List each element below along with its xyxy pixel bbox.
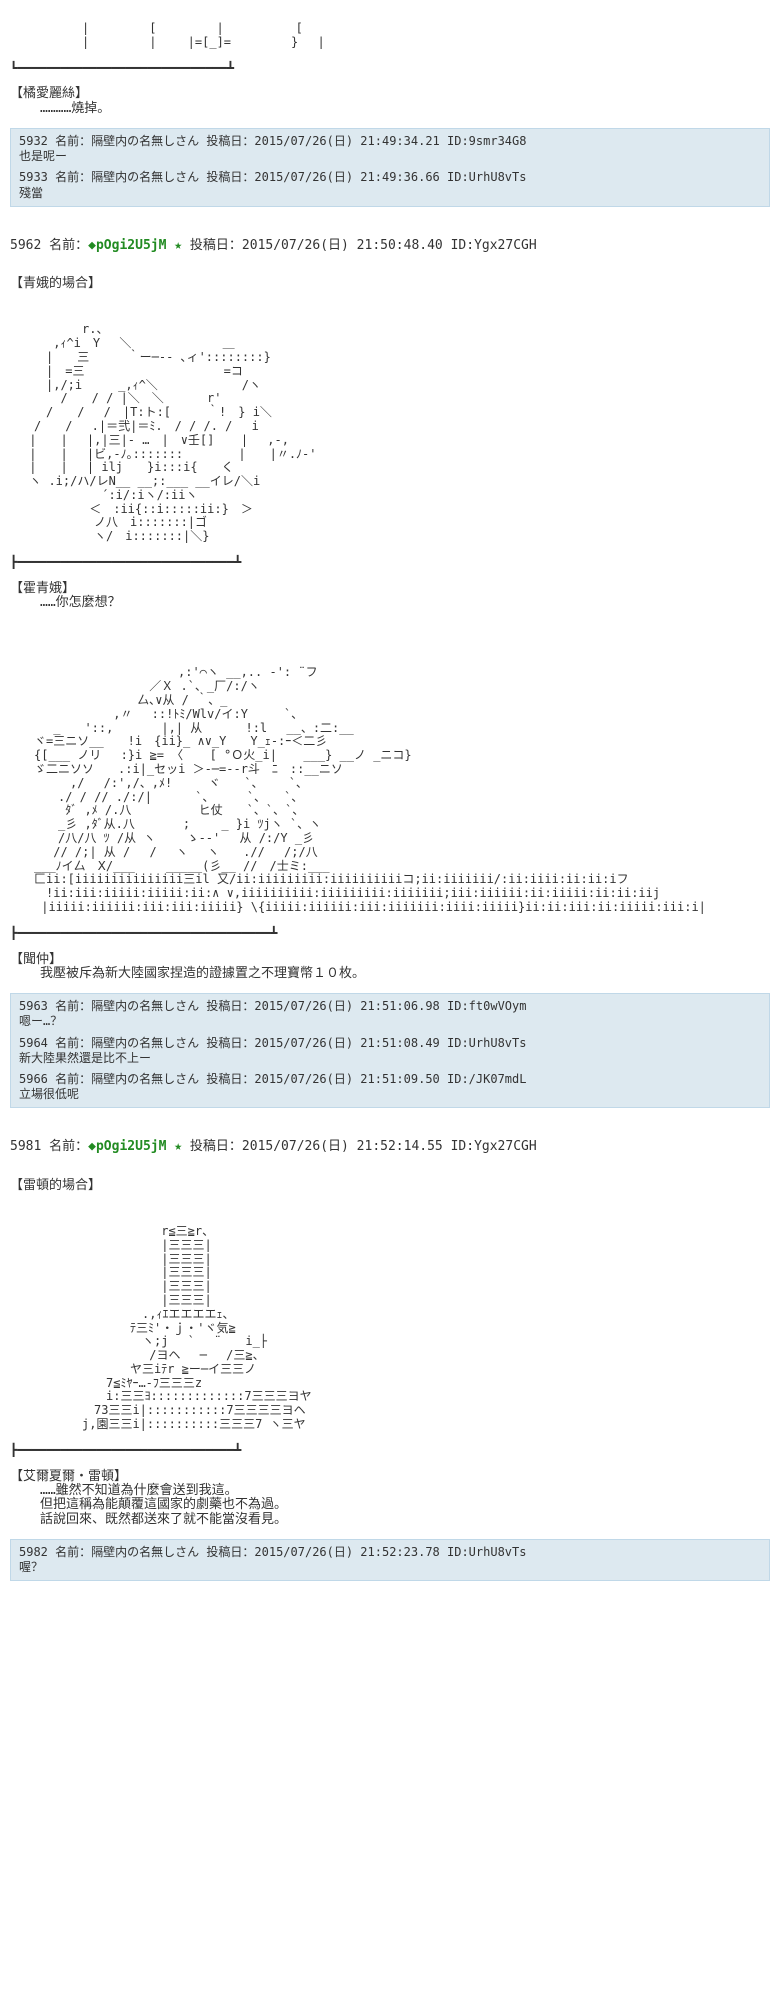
speaker-name-2: 【霍青娥】 [10, 582, 770, 596]
tripcode: ◆pOgi2U5jM [88, 1139, 166, 1154]
reply-body: 新大陸果然還是比不上ー [19, 1052, 761, 1065]
top-aa: | [ | [ | | |=[_]= } | [10, 22, 770, 50]
divider-5962a: ┣━━━━━━━━━━━━━━━━━━━━━━━━━━━━━━┻ [10, 556, 770, 570]
speaker-line-4b: 但把這稱為能顛覆這國家的劇藥也不為過。 [10, 1498, 770, 1512]
speaker-block-4: 【艾爾夏爾・雷頓】 ……雖然不知道為什麼會送到我這。 但把這稱為能顛覆這國家的劇… [10, 1470, 770, 1527]
reply-header: 5966 名前：隔壁内の名無しさん 投稿日：2015/07/26(日) 21:5… [19, 1073, 761, 1086]
aa-art-5962b: ,:'⌒ヽ __,.. -': ¨フ ／Ｘ .`、_厂/:/ヽ 厶､∨从 / ｀… [10, 666, 770, 914]
reply-body: 立場很低呢 [19, 1088, 761, 1101]
reply: 5932 名前：隔壁内の名無しさん 投稿日：2015/07/26(日) 21:4… [19, 135, 761, 163]
post-5981: 5981 名前：◆pOgi2U5jM ★ 投稿日：2015/07/26(日) 2… [10, 1140, 770, 1527]
reply: 5933 名前：隔壁内の名無しさん 投稿日：2015/07/26(日) 21:4… [19, 171, 761, 199]
speaker-line-1: …………燒掉。 [10, 102, 770, 116]
reply-body: 殘當 [19, 187, 761, 200]
reply-body: 也是呢ー [19, 150, 761, 163]
post-header-5981: 5981 名前：◆pOgi2U5jM ★ 投稿日：2015/07/26(日) 2… [10, 1140, 770, 1154]
speaker-block-1: 【橘愛麗絲】 …………燒掉。 [10, 87, 770, 116]
star-icon: ★ [174, 238, 182, 253]
reply-body: 喔？ [19, 1561, 761, 1574]
section-title-5981: 【雷頓的場合】 [10, 1179, 770, 1193]
reply-header: 5932 名前：隔壁内の名無しさん 投稿日：2015/07/26(日) 21:4… [19, 135, 761, 148]
divider-5962b: ┣━━━━━━━━━━━━━━━━━━━━━━━━━━━━━━━━━━━┻ [10, 927, 770, 941]
reply-block-3: 5982 名前：隔壁内の名無しさん 投稿日：2015/07/26(日) 21:5… [10, 1539, 770, 1581]
star-icon: ★ [174, 1139, 182, 1154]
reply-header: 5933 名前：隔壁内の名無しさん 投稿日：2015/07/26(日) 21:4… [19, 171, 761, 184]
speaker-line-4c: 話說回來、既然都送來了就不能當沒看見。 [10, 1513, 770, 1527]
speaker-block-2: 【霍青娥】 ……你怎麼想？ [10, 582, 770, 611]
reply: 5966 名前：隔壁内の名無しさん 投稿日：2015/07/26(日) 21:5… [19, 1073, 761, 1101]
aa-art-5981: r≦三≧r、 |三三三| |三三三| |三三三| |三三三| |三三三| .,ｨ… [10, 1225, 770, 1432]
top-divider: ┗━━━━━━━━━━━━━━━━━━━━━━━━━━━━━┻ [10, 62, 770, 76]
speaker-line-2: ……你怎麼想？ [10, 596, 770, 610]
aa-art-5962a: r.、 ,ｨ^i Y ＼ ＿ | 三 ｀ー─-- ､ィ'::::::::} | … [10, 323, 770, 544]
speaker-name-4: 【艾爾夏爾・雷頓】 [10, 1470, 770, 1484]
tripcode: ◆pOgi2U5jM [88, 238, 166, 253]
reply-body: 嗯ー…？ [19, 1015, 761, 1028]
top-post-fragment: | [ | [ | | |=[_]= } | ┗━━━━━━━━━━━━━━━━… [10, 22, 770, 116]
speaker-name-1: 【橘愛麗絲】 [10, 87, 770, 101]
post-5962: 5962 名前：◆pOgi2U5jM ★ 投稿日：2015/07/26(日) 2… [10, 239, 770, 981]
speaker-block-3: 【聞仲】 我壓被斥為新大陸國家捏造的證據置之不理寶幣１０枚。 [10, 953, 770, 982]
reply-header: 5964 名前：隔壁内の名無しさん 投稿日：2015/07/26(日) 21:5… [19, 1037, 761, 1050]
reply-header: 5982 名前：隔壁内の名無しさん 投稿日：2015/07/26(日) 21:5… [19, 1546, 761, 1559]
section-title-5962: 【青娥的場合】 [10, 277, 770, 291]
divider-5981: ┣━━━━━━━━━━━━━━━━━━━━━━━━━━━━━━┻ [10, 1444, 770, 1458]
speaker-name-3: 【聞仲】 [10, 953, 770, 967]
speaker-line-3: 我壓被斥為新大陸國家捏造的證據置之不理寶幣１０枚。 [10, 967, 770, 981]
reply: 5963 名前：隔壁内の名無しさん 投稿日：2015/07/26(日) 21:5… [19, 1000, 761, 1028]
post-header-5962: 5962 名前：◆pOgi2U5jM ★ 投稿日：2015/07/26(日) 2… [10, 239, 770, 253]
reply: 5964 名前：隔壁内の名無しさん 投稿日：2015/07/26(日) 21:5… [19, 1037, 761, 1065]
reply-block-2: 5963 名前：隔壁内の名無しさん 投稿日：2015/07/26(日) 21:5… [10, 993, 770, 1108]
reply-header: 5963 名前：隔壁内の名無しさん 投稿日：2015/07/26(日) 21:5… [19, 1000, 761, 1013]
reply-block-1: 5932 名前：隔壁内の名無しさん 投稿日：2015/07/26(日) 21:4… [10, 128, 770, 207]
reply: 5982 名前：隔壁内の名無しさん 投稿日：2015/07/26(日) 21:5… [19, 1546, 761, 1574]
